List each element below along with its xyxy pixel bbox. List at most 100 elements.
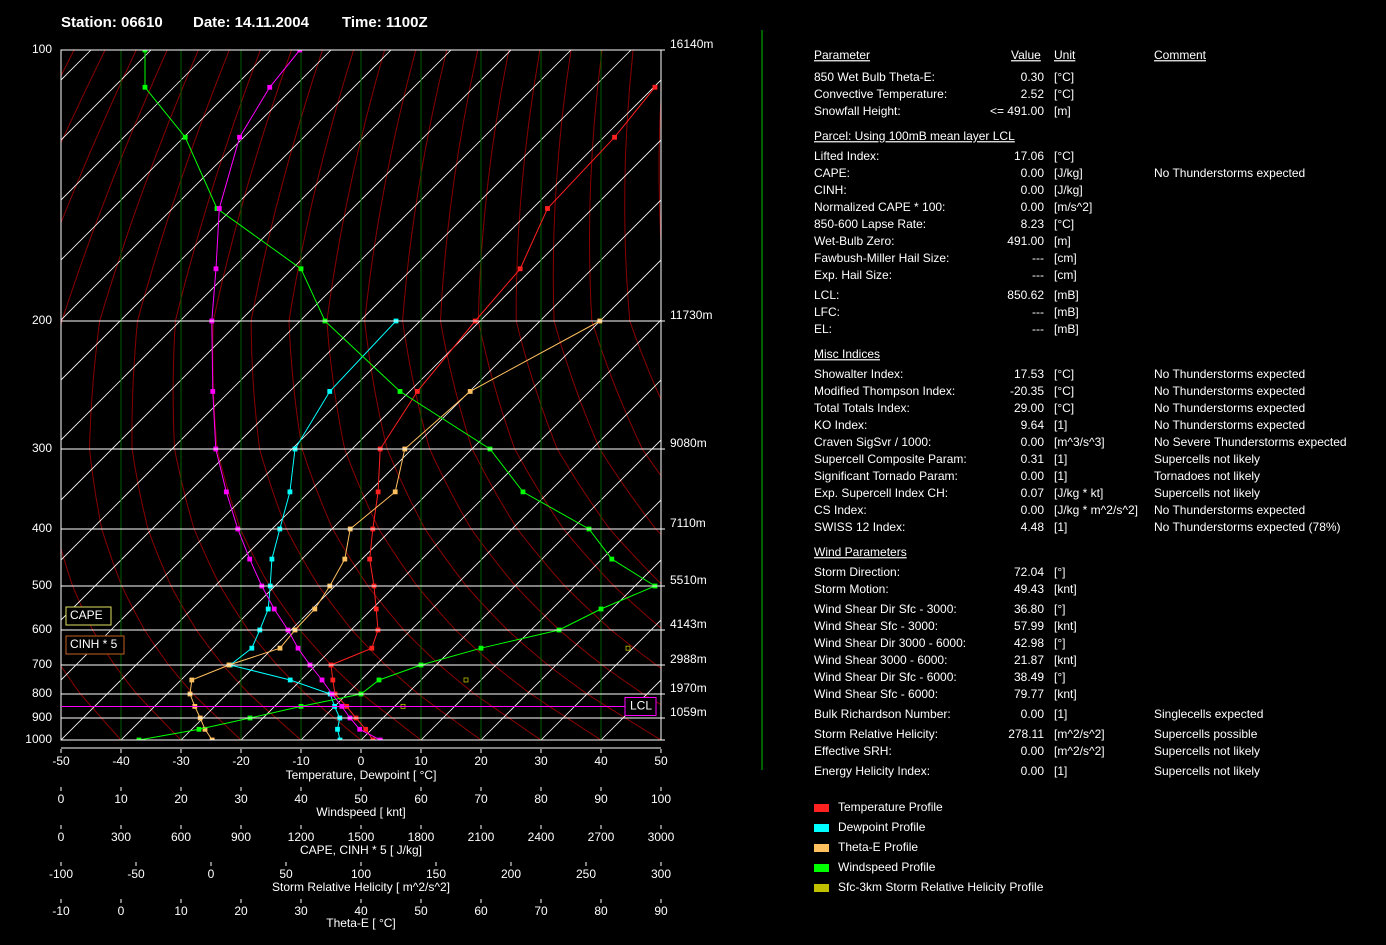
value: ---	[1032, 322, 1044, 336]
value: -20.35	[1010, 384, 1044, 398]
column-header: Comment	[1154, 48, 1207, 62]
y-tick-label: 200	[32, 313, 52, 327]
comment: No Thunderstorms expected (78%)	[1154, 520, 1341, 534]
isotherm	[61, 50, 392, 381]
profile-point	[267, 84, 273, 90]
profile-point	[295, 645, 301, 651]
parameter: Lifted Index:	[814, 149, 879, 163]
isotherm	[61, 50, 212, 201]
x-tick-label: 1800	[408, 830, 435, 844]
profile-point	[312, 606, 318, 612]
x-tick-label: 100	[351, 867, 371, 881]
parameter: Total Totals Index:	[814, 401, 910, 415]
value: 850.62	[1007, 288, 1044, 302]
x-tick-label: -10	[292, 754, 310, 768]
x-tick-label: 30	[234, 792, 248, 806]
parameter: Storm Relative Helicity:	[814, 727, 938, 741]
height-label: 5510m	[670, 573, 707, 587]
profile-point	[209, 737, 215, 740]
x-tick-label: 0	[208, 867, 215, 881]
legend-label: Windspeed Profile	[838, 860, 936, 874]
isotherm	[360, 439, 661, 740]
value: 29.00	[1014, 401, 1044, 415]
unit: [1]	[1054, 418, 1067, 432]
x-tick-label: 50	[654, 754, 668, 768]
height-label: 1059m	[670, 705, 707, 719]
parameter: KO Index:	[814, 418, 867, 432]
comment: No Thunderstorms expected	[1154, 418, 1305, 432]
parameter: 850-600 Lapse Rate:	[814, 217, 926, 231]
unit: [mB]	[1054, 305, 1079, 319]
annotation: CINH * 5	[70, 637, 118, 651]
x-tick-label: 100	[651, 792, 671, 806]
parameter: Storm Motion:	[814, 582, 889, 596]
x-tick-label: 200	[501, 867, 521, 881]
profile-point	[598, 606, 604, 612]
comment: Supercells possible	[1154, 727, 1258, 741]
value: ---	[1032, 268, 1044, 282]
profile-point	[216, 206, 222, 211]
value: 0.00	[1021, 469, 1045, 483]
isotherm	[420, 499, 661, 740]
unit: [knt]	[1054, 619, 1077, 633]
profile-point	[142, 50, 148, 53]
x-tick-label: 3000	[648, 830, 675, 844]
comment: Supercells not likely	[1154, 764, 1260, 778]
unit: [1]	[1054, 520, 1067, 534]
x-tick-label: 40	[354, 904, 368, 918]
legend-swatch	[814, 824, 829, 832]
unit: [mB]	[1054, 322, 1079, 336]
x-tick-label: 0	[58, 792, 65, 806]
x-tick-label: 40	[594, 754, 608, 768]
unit: [m/s^2]	[1054, 200, 1092, 214]
isotherm	[300, 379, 661, 740]
time: Time: 1100Z	[342, 14, 428, 31]
unit: [°]	[1054, 565, 1065, 579]
comment: No Thunderstorms expected	[1154, 384, 1305, 398]
value: 278.11	[1008, 727, 1044, 741]
axis-title: Storm Relative Helicity [ m^2/s^2]	[272, 880, 450, 894]
unit: [mB]	[1054, 288, 1079, 302]
isotherm	[180, 259, 661, 740]
isotherm	[61, 50, 572, 561]
x-tick-label: 0	[118, 904, 125, 918]
value: 9.64	[1021, 418, 1045, 432]
profile-point	[223, 489, 229, 495]
profile-point	[612, 134, 617, 140]
profile-point	[213, 266, 219, 272]
profile-point	[142, 84, 148, 90]
profile-point	[363, 726, 369, 732]
value: 0.00	[1021, 764, 1045, 778]
x-tick-label: 250	[576, 867, 596, 881]
dry-adiabat	[588, 50, 661, 477]
value: 42.98	[1014, 636, 1044, 650]
profile-point	[182, 134, 188, 140]
profile-point	[414, 389, 420, 394]
comment: No Thunderstorms expected	[1154, 503, 1305, 517]
profile-point	[287, 489, 293, 495]
x-tick-label: 90	[594, 792, 608, 806]
y-tick-label: 600	[32, 622, 52, 636]
legend-swatch	[814, 884, 829, 892]
profile-point	[136, 737, 142, 740]
profile-point	[210, 389, 216, 394]
value: 49.43	[1014, 582, 1044, 596]
unit: [cm]	[1054, 251, 1077, 265]
unit: [knt]	[1054, 687, 1077, 701]
value: 72.04	[1014, 565, 1044, 579]
parameter: Wind Shear Sfc - 3000:	[814, 619, 938, 633]
axis-title: Windspeed [ knt]	[316, 805, 405, 819]
parameter: Wind Shear Dir Sfc - 3000:	[814, 602, 957, 616]
x-tick-label: -40	[112, 754, 130, 768]
x-tick-label: 60	[474, 904, 488, 918]
value: 0.00	[1021, 183, 1045, 197]
unit: [°C]	[1054, 217, 1074, 231]
x-tick-label: -50	[127, 867, 145, 881]
parameter: Craven SigSvr / 1000:	[814, 435, 931, 449]
profile-point	[327, 389, 333, 394]
parameter: Fawbush-Miller Hail Size:	[814, 251, 949, 265]
parameter: Exp. Supercell Index CH:	[814, 486, 948, 500]
profile-point	[335, 726, 340, 732]
